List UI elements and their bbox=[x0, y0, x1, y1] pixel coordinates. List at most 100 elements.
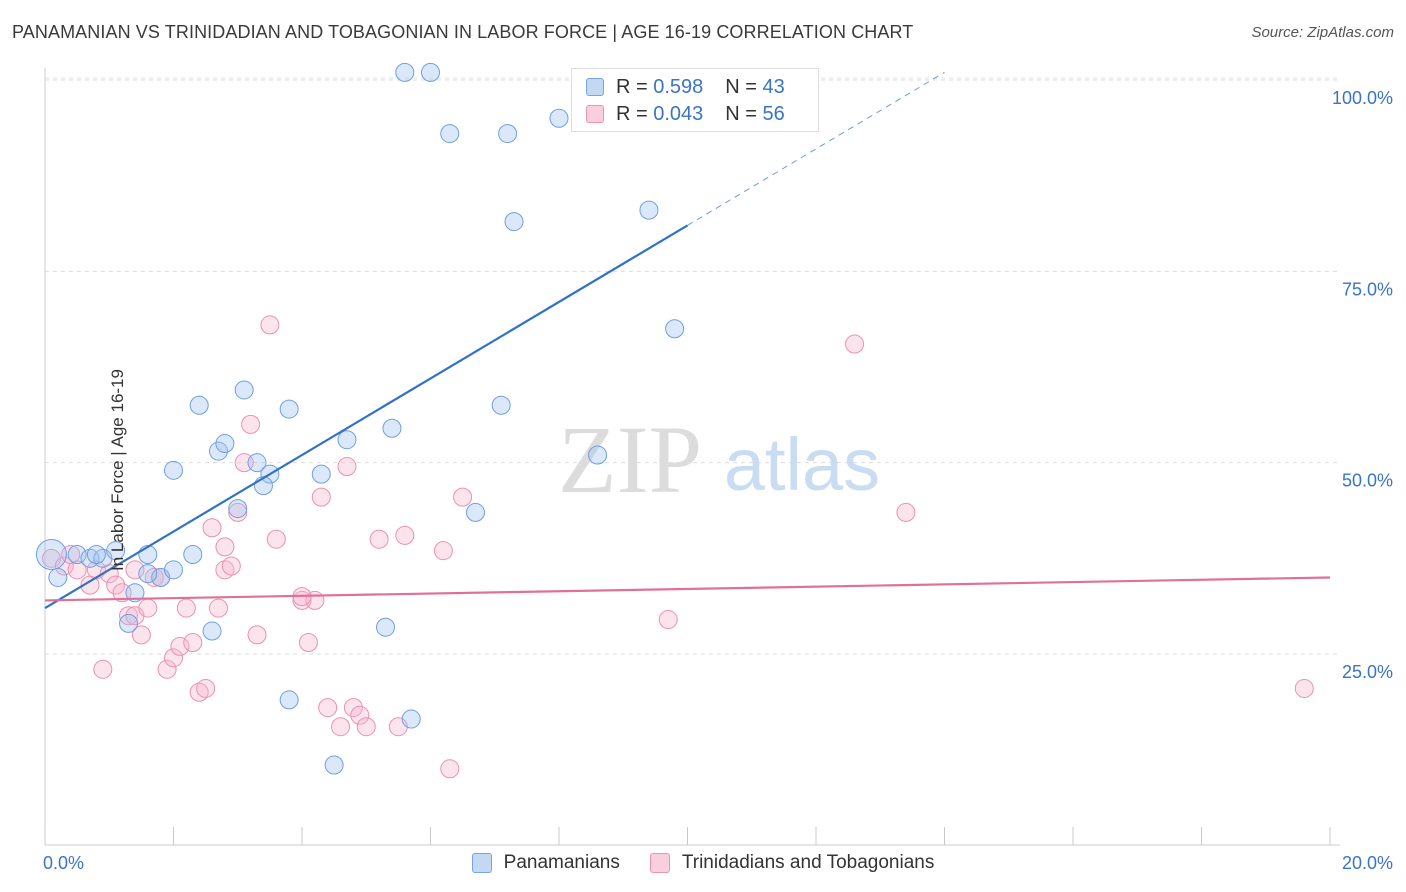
trinidadians-point bbox=[350, 705, 370, 725]
trinidadians-point bbox=[106, 575, 126, 595]
panamanians-point bbox=[215, 434, 235, 454]
panamanians-point bbox=[498, 124, 518, 144]
panamanians-point bbox=[395, 62, 415, 82]
n-label: N = bbox=[725, 75, 757, 98]
panamanians-point bbox=[125, 583, 145, 603]
trinidadians-point bbox=[183, 633, 203, 653]
panamanians-point bbox=[421, 62, 440, 82]
stats-row-trinidadians: R = 0.043 N = 56 bbox=[586, 102, 785, 126]
n-value: 56 bbox=[762, 102, 785, 125]
stats-row-panamanians: R = 0.598 N = 43 bbox=[586, 75, 785, 99]
panamanians-point bbox=[183, 545, 203, 565]
trinidadians-swatch bbox=[586, 105, 604, 123]
panamanians-point bbox=[639, 200, 659, 220]
watermark-zip: ZIP bbox=[558, 406, 702, 513]
trinidadians-point bbox=[1294, 678, 1314, 698]
trinidadians-point bbox=[356, 717, 376, 737]
panamanians-point bbox=[253, 476, 273, 496]
n-value: 43 bbox=[762, 75, 785, 98]
legend-item-trinidadians[interactable]: Trinidadians and Tobagonians bbox=[649, 852, 935, 874]
trinidadians-point bbox=[221, 556, 241, 576]
panamanians-point bbox=[588, 445, 608, 465]
panamanians-trend-extension bbox=[687, 71, 945, 226]
r-value: 0.598 bbox=[653, 75, 704, 98]
trinidadians-point bbox=[119, 606, 139, 626]
panamanians-point bbox=[67, 545, 87, 565]
trend-lines bbox=[44, 71, 1331, 610]
panamanians-point bbox=[324, 755, 344, 775]
trinidadians-point bbox=[131, 625, 151, 645]
trinidadians-point bbox=[440, 759, 460, 779]
panamanians-point bbox=[549, 108, 569, 128]
panamanians-point bbox=[228, 499, 248, 519]
trinidadians-point bbox=[157, 659, 177, 679]
panamanians-point bbox=[164, 560, 183, 580]
trinidadians-point bbox=[896, 502, 916, 522]
trinidadians-point bbox=[331, 717, 351, 737]
trinidadians-point bbox=[395, 525, 415, 545]
trinidadians-point bbox=[337, 456, 357, 476]
panamanians-point bbox=[465, 502, 485, 522]
panamanians-swatch bbox=[586, 78, 604, 96]
trinidadians-point bbox=[196, 678, 216, 698]
trinidadians-point bbox=[247, 625, 267, 645]
panamanians-point bbox=[311, 464, 331, 484]
trinidadians-point bbox=[845, 334, 865, 354]
panamanians-point bbox=[106, 541, 126, 561]
trinidadians-point bbox=[298, 633, 318, 653]
trinidadians-point bbox=[343, 698, 363, 718]
n-label: N = bbox=[725, 102, 757, 125]
x-tick-label: 0.0% bbox=[43, 853, 84, 873]
chart-title: PANAMANIAN VS TRINIDADIAN AND TOBAGONIAN… bbox=[12, 22, 914, 42]
panamanians-point bbox=[48, 567, 68, 587]
trinidadians-point bbox=[311, 487, 331, 507]
panamanians-point bbox=[119, 613, 139, 633]
trinidadians-point bbox=[318, 698, 338, 718]
panamanians-point bbox=[234, 380, 254, 400]
trinidadians-point bbox=[164, 648, 183, 668]
r-value: 0.043 bbox=[653, 102, 704, 125]
legend-item-panamanians[interactable]: Panamanians bbox=[471, 852, 620, 874]
series-legend: Panamanians Trinidadians and Tobagonians bbox=[0, 852, 1406, 874]
y-tick-label: 75.0% bbox=[1342, 279, 1393, 299]
panamanians-point bbox=[337, 430, 357, 450]
legend-label: Trinidadians and Tobagonians bbox=[681, 852, 935, 873]
trinidadians-point bbox=[369, 529, 389, 549]
legend-label: Panamanians bbox=[503, 852, 620, 873]
panamanians-point bbox=[208, 441, 228, 461]
trinidadians-swatch bbox=[649, 853, 670, 873]
x-tick-label: 20.0% bbox=[1342, 853, 1393, 873]
panamanians-point bbox=[35, 539, 67, 571]
panamanians-point bbox=[138, 564, 158, 584]
panamanians-point bbox=[202, 621, 222, 641]
panamanians-swatch bbox=[471, 853, 492, 873]
panamanians-point bbox=[189, 395, 209, 415]
tick-labels: 25.0% 50.0% 75.0% 100.0% 0.0% 20.0% bbox=[43, 88, 1393, 873]
trinidadians-point bbox=[176, 598, 196, 618]
stats-legend: R = 0.598 N = 43 R = 0.043 N = 56 bbox=[571, 68, 819, 132]
panamanians-point bbox=[164, 460, 183, 480]
panamanians-point bbox=[504, 212, 524, 232]
r-label: R = bbox=[616, 102, 648, 125]
panamanians-point bbox=[86, 545, 106, 565]
panamanians-point bbox=[382, 418, 402, 438]
trinidadians-point bbox=[202, 518, 222, 538]
y-tick-label: 100.0% bbox=[1332, 88, 1393, 108]
panamanians-point bbox=[138, 545, 158, 565]
trinidadians-point bbox=[138, 598, 158, 618]
panamanians-point bbox=[247, 453, 267, 473]
panamanians-point bbox=[665, 319, 685, 339]
trinidadians-point bbox=[170, 636, 190, 656]
trinidadians-point bbox=[241, 414, 261, 434]
chart-source: Source: ZipAtlas.com bbox=[1251, 24, 1394, 41]
data-points bbox=[35, 62, 1314, 779]
trinidadians-point bbox=[260, 315, 280, 335]
trinidadians-trend-line bbox=[44, 576, 1331, 602]
trinidadians-point bbox=[54, 556, 74, 576]
panamanians-trend-line bbox=[44, 224, 689, 610]
trinidadians-point bbox=[658, 610, 678, 630]
trinidadians-point bbox=[215, 537, 235, 557]
watermark-atlas: atlas bbox=[724, 423, 880, 506]
panamanians-point bbox=[376, 617, 396, 637]
